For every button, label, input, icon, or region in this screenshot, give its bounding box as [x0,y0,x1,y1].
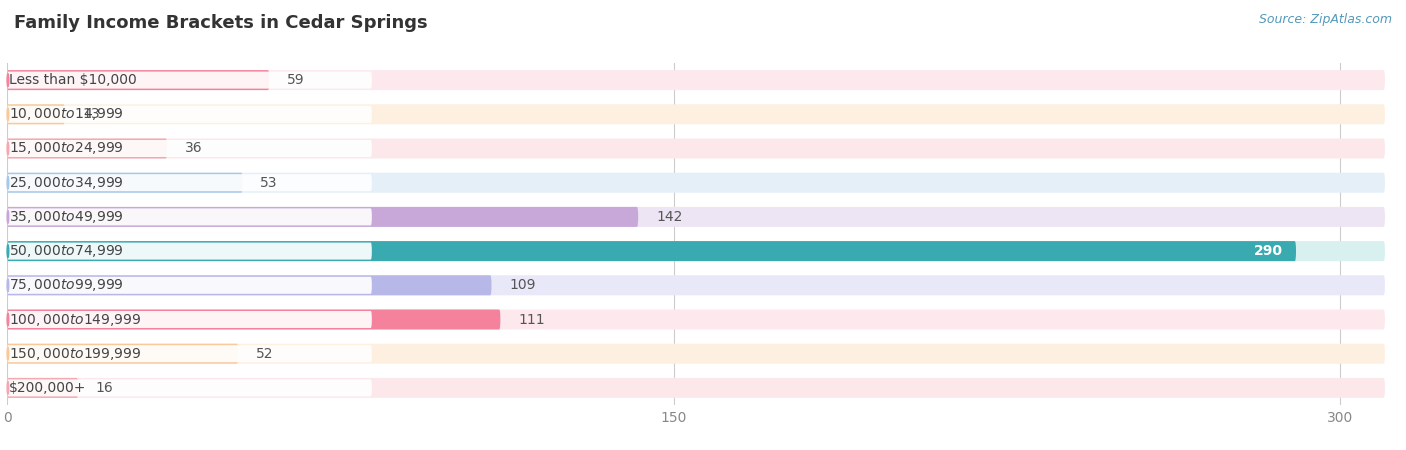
Text: $100,000 to $149,999: $100,000 to $149,999 [8,311,141,328]
Circle shape [7,245,8,257]
Text: $25,000 to $34,999: $25,000 to $34,999 [8,175,124,191]
FancyBboxPatch shape [7,72,371,89]
Text: Less than $10,000: Less than $10,000 [8,73,136,87]
Circle shape [7,211,8,223]
FancyBboxPatch shape [7,310,1385,329]
FancyBboxPatch shape [7,139,1385,158]
FancyBboxPatch shape [7,344,1385,364]
Text: $15,000 to $24,999: $15,000 to $24,999 [8,140,124,157]
Circle shape [7,142,8,155]
Text: 109: 109 [509,278,536,293]
FancyBboxPatch shape [7,104,1385,124]
Text: $10,000 to $14,999: $10,000 to $14,999 [8,106,124,122]
FancyBboxPatch shape [7,139,167,158]
FancyBboxPatch shape [7,70,1385,90]
FancyBboxPatch shape [7,311,371,328]
Text: $75,000 to $99,999: $75,000 to $99,999 [8,277,124,293]
FancyBboxPatch shape [7,174,371,191]
Text: 142: 142 [657,210,682,224]
FancyBboxPatch shape [7,208,371,225]
Text: $50,000 to $74,999: $50,000 to $74,999 [8,243,124,259]
FancyBboxPatch shape [7,344,238,364]
Text: Source: ZipAtlas.com: Source: ZipAtlas.com [1258,14,1392,27]
Text: $35,000 to $49,999: $35,000 to $49,999 [8,209,124,225]
Circle shape [7,176,8,189]
FancyBboxPatch shape [7,379,371,396]
Text: $150,000 to $199,999: $150,000 to $199,999 [8,346,141,362]
FancyBboxPatch shape [7,207,638,227]
Text: 52: 52 [256,346,273,361]
Circle shape [7,279,8,292]
FancyBboxPatch shape [7,173,243,193]
FancyBboxPatch shape [7,310,501,329]
Circle shape [7,382,8,394]
FancyBboxPatch shape [7,241,1296,261]
Text: 111: 111 [519,312,544,327]
FancyBboxPatch shape [7,70,270,90]
FancyBboxPatch shape [7,104,65,124]
Circle shape [7,313,8,326]
Text: 36: 36 [184,141,202,156]
FancyBboxPatch shape [7,241,1385,261]
FancyBboxPatch shape [7,275,1385,295]
Text: 59: 59 [287,73,305,87]
FancyBboxPatch shape [7,106,371,123]
FancyBboxPatch shape [7,243,371,260]
FancyBboxPatch shape [7,140,371,157]
Circle shape [7,74,8,86]
FancyBboxPatch shape [7,275,492,295]
Text: 53: 53 [260,176,278,190]
Circle shape [7,108,8,121]
FancyBboxPatch shape [7,378,79,398]
Text: Family Income Brackets in Cedar Springs: Family Income Brackets in Cedar Springs [14,14,427,32]
FancyBboxPatch shape [7,173,1385,193]
FancyBboxPatch shape [7,277,371,294]
FancyBboxPatch shape [7,207,1385,227]
Circle shape [7,347,8,360]
FancyBboxPatch shape [7,345,371,362]
Text: 290: 290 [1254,244,1282,258]
Text: $200,000+: $200,000+ [8,381,86,395]
Text: 16: 16 [96,381,114,395]
FancyBboxPatch shape [7,378,1385,398]
Text: 13: 13 [83,107,100,122]
